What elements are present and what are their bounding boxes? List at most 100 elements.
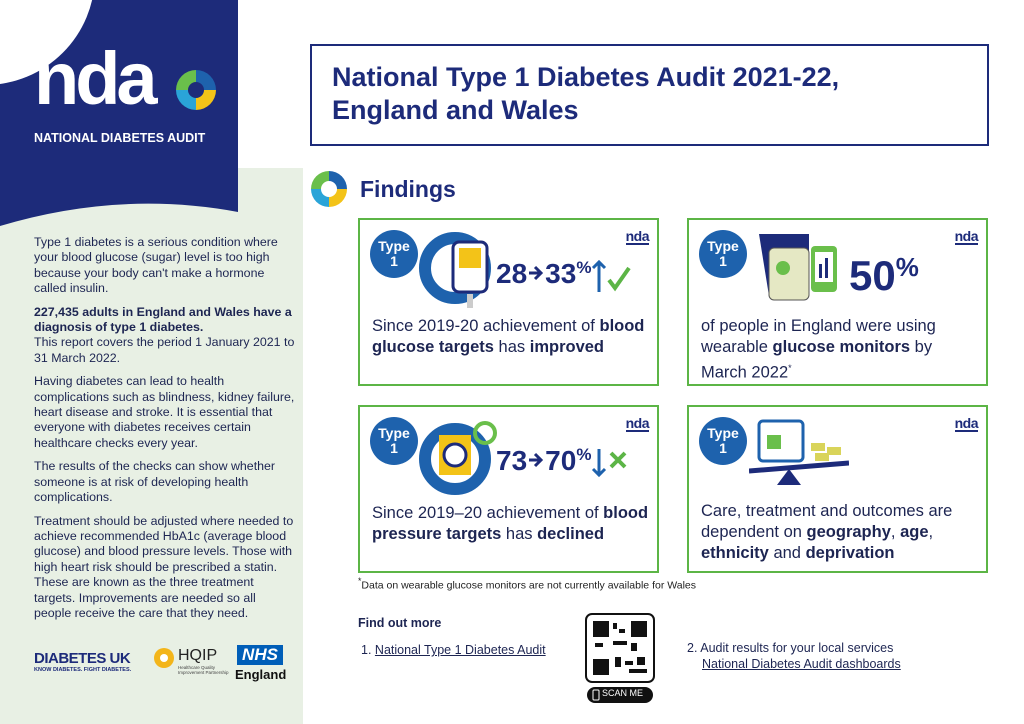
- stat: 50%: [849, 252, 919, 300]
- stat-from: 73: [496, 445, 528, 476]
- item-number: 1.: [361, 643, 372, 657]
- trend-mark: [607, 266, 632, 292]
- description-part: improved: [529, 338, 605, 356]
- description-part: deprivation: [805, 544, 895, 562]
- mini-logo: nda: [625, 228, 650, 245]
- description-part: Care, treatment and outcomes are depende…: [701, 502, 953, 541]
- diabetes-uk: DIABETES UK: [34, 650, 131, 667]
- description-part: age: [900, 523, 929, 541]
- badge-line: Type: [707, 238, 739, 254]
- finding-card: Type 1 nda 73 70% Since 2019–20 achievement o…: [358, 405, 659, 573]
- description-part: and: [768, 544, 806, 562]
- paragraph: Having diabetes can lead to health compl…: [34, 374, 295, 450]
- arrow: [529, 452, 544, 468]
- link[interactable]: National Type 1 Diabetes Audit: [374, 643, 546, 657]
- description-part: Since 2019-20 achievement of: [372, 317, 600, 335]
- description: Care, treatment and outcomes are depende…: [701, 501, 981, 564]
- badge-line: Type: [707, 425, 739, 441]
- description-part: has: [493, 338, 530, 356]
- nhs: NHS: [237, 645, 283, 665]
- badge-line: Type: [378, 425, 410, 441]
- link[interactable]: National Diabetes Audit dashboards: [702, 657, 901, 671]
- hqip-logo: HQIP Healthcare Quality Improvement Part…: [178, 647, 238, 675]
- stat: 73 70%: [496, 445, 631, 481]
- stat-from: 28: [496, 258, 528, 289]
- finding-card: Type 1 nda 28 33% Since 2019-20 achievement o…: [358, 218, 659, 386]
- stat-to: 70: [545, 445, 577, 476]
- qr-label: SCAN ME: [602, 688, 644, 698]
- hqip-icon: [154, 648, 174, 668]
- trend-arrow: [592, 259, 607, 292]
- sidebar-bg: [0, 0, 303, 724]
- stat-unit: %: [895, 252, 919, 282]
- footnote-text: Data on wearable glucose monitors are no…: [361, 579, 697, 592]
- type-badge: Type 1: [699, 417, 747, 465]
- description-part: has: [501, 525, 538, 543]
- link-item: 1. National Type 1 Diabetes Audit: [361, 643, 546, 657]
- mini-logo: nda: [625, 415, 650, 432]
- footnote: *Data on wearable glucose monitors are n…: [358, 576, 696, 592]
- description-part: blood glucose targets: [372, 317, 645, 356]
- paragraph: The results of the checks can show wheth…: [34, 459, 276, 505]
- stat-value: 50: [849, 252, 896, 299]
- mini-logo: nda: [954, 228, 979, 245]
- stat: 28 33%: [496, 258, 632, 294]
- logo-name: NATIONAL DIABETES AUDIT: [34, 131, 206, 145]
- icon: [759, 234, 837, 301]
- tagline: Healthcare Quality Improvement Partnersh…: [178, 665, 229, 675]
- findings-icon: [311, 171, 347, 207]
- paragraph: Treatment should be adjusted where neede…: [34, 513, 294, 620]
- trend-arrow: [592, 449, 607, 478]
- diabetes-uk-logo: DIABETES UK KNOW DIABETES. FIGHT DIABETE…: [34, 650, 144, 673]
- highlight: 227,435 adults in England and Wales have…: [34, 304, 292, 335]
- type-badge: Type 1: [370, 230, 418, 278]
- stat-unit: %: [576, 258, 592, 277]
- title: National Type 1 Diabetes Audit 2021-22, …: [332, 62, 840, 125]
- trend: [592, 449, 627, 478]
- note-marker: *: [788, 363, 792, 373]
- item-text: Audit results for your local services: [700, 641, 894, 655]
- description: Since 2019-20 achievement of blood gluco…: [372, 316, 652, 358]
- arrow: [529, 265, 544, 281]
- description-part: glucose monitors: [772, 338, 911, 356]
- icon: [419, 232, 491, 308]
- finding-card: Type 1 nda Care, treatment and outcomes are…: [687, 405, 988, 573]
- link-item: 2. Audit results for your local services…: [687, 640, 901, 672]
- qr-code: [585, 613, 655, 703]
- header: National Type 1 Diabetes Audit 2021-22, …: [310, 44, 989, 146]
- description-part: blood pressure targets: [372, 504, 649, 543]
- find-out-more: Find out more: [358, 616, 442, 630]
- trend-mark: [610, 451, 627, 469]
- badge-line: 1: [719, 440, 727, 456]
- description-part: ethnicity: [701, 544, 769, 562]
- mini-logo: nda: [954, 415, 979, 432]
- description-part: of people in England were using wearable: [701, 317, 936, 356]
- intro: Type 1 diabetes is a serious condition w…: [34, 235, 278, 296]
- period: This report covers the period 1 January …: [34, 335, 295, 365]
- badge-line: Type: [378, 238, 410, 254]
- stat-to: 33: [545, 258, 577, 289]
- arrow-shape: [529, 452, 544, 468]
- logo-wordmark: nda: [34, 37, 158, 120]
- footnote-marker: *: [358, 576, 362, 586]
- stat-unit: %: [576, 445, 592, 464]
- description: of people in England were using wearable…: [701, 316, 981, 384]
- description-part: ,: [890, 523, 901, 541]
- type-badge: Type 1: [699, 230, 747, 278]
- description: Since 2019–20 achievement of blood press…: [372, 503, 652, 545]
- finding-card: Type 1 nda 50% of people in England were usi…: [687, 218, 988, 386]
- description-part: by March 2022: [701, 338, 933, 382]
- trend: [592, 259, 632, 292]
- badge-line: 1: [390, 253, 398, 269]
- section-title: Findings: [360, 176, 456, 202]
- sidebar: Type 1 diabetes is a serious condition w…: [34, 235, 296, 629]
- badge-line: 1: [719, 253, 727, 269]
- description-part: geography: [806, 523, 891, 541]
- nhs-region: England: [235, 667, 287, 682]
- tagline: KNOW DIABETES. FIGHT DIABETES.: [34, 667, 132, 673]
- arrow-shape: [529, 265, 544, 281]
- icon: [749, 419, 849, 485]
- hqip: HQIP: [178, 647, 218, 664]
- description-part: ,: [928, 523, 934, 541]
